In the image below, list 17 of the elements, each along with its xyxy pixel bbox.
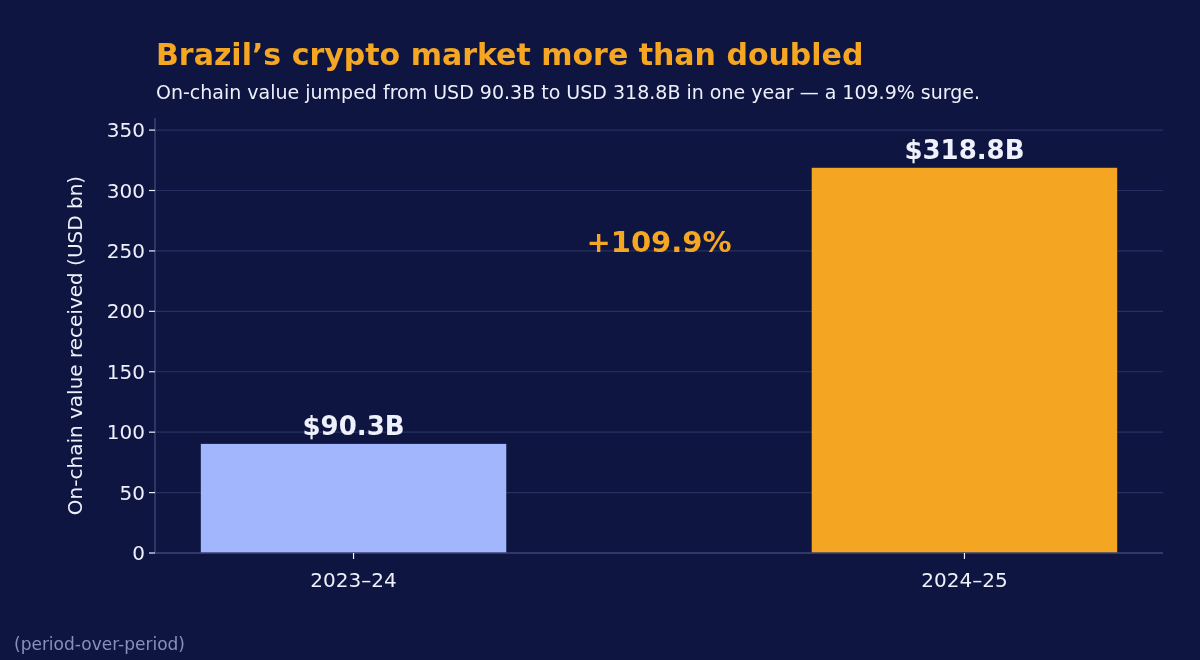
chart-title: Brazil’s crypto market more than doubled [156, 37, 864, 72]
data-label: $90.3B [302, 410, 405, 441]
text: (period-over-period) [14, 634, 185, 654]
x-tick-label: 2024–25 [921, 568, 1008, 592]
y-tick-label: 200 [106, 299, 145, 324]
y-tick-label: 0 [132, 541, 145, 565]
x-tick-label: 2023–24 [310, 568, 397, 592]
y-tick-label: 100 [106, 420, 145, 445]
y-axis-title: On-chain value received (USD bn) [63, 175, 87, 516]
annotation: +109.9% [586, 225, 732, 260]
data-label: $318.8B [904, 134, 1025, 165]
y-tick-label: 150 [106, 359, 145, 384]
y-tick-label: 300 [106, 178, 145, 203]
y-tick-label: 250 [106, 238, 145, 263]
y-tick-label: 50 [119, 480, 145, 505]
chart-subtitle: On-chain value jumped from USD 90.3B to USD 318.8B in one year — a 109.9% surge. [156, 81, 981, 103]
y-tick-label: 350 [106, 118, 145, 143]
